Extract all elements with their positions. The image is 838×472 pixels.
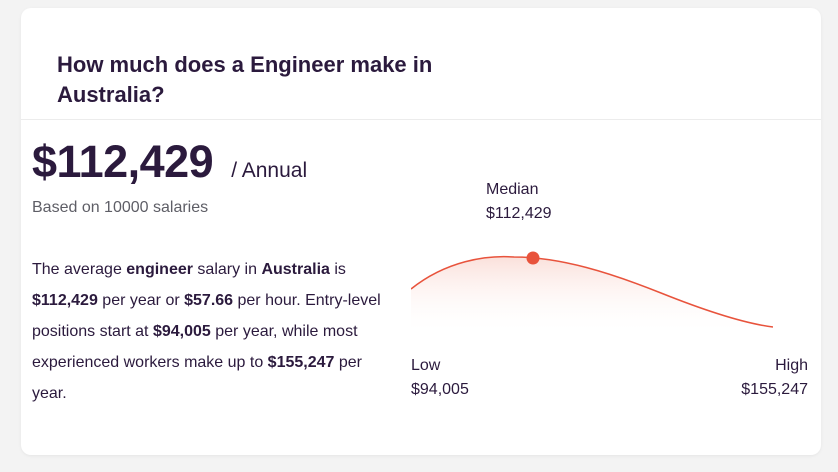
salary-amount: $112,429 [32,136,214,187]
median-value: $112,429 [486,205,552,222]
description-text: per year. [32,354,362,402]
hourly-salary: $57.66 [184,292,234,309]
salary-count-note: Based on 10000 salaries [32,199,209,216]
entry-level-salary: $94,005 [152,323,211,340]
salary-period: / Annual [231,159,308,182]
salary-summary: $112,429 / Annual [32,136,307,188]
low-value: $94,005 [411,381,469,398]
job-title: engineer [126,261,193,278]
description-text: is [329,261,346,278]
median-marker [526,251,540,265]
page-title: How much does a Engineer make in Austral… [57,52,433,107]
salary-card: How much does a Engineer make in Austral… [21,8,821,455]
experienced-salary: $155,247 [267,354,335,371]
card-header: How much does a Engineer make in Austral… [21,8,821,120]
curve-area [411,256,773,335]
description-text: salary in [192,261,262,278]
yearly-salary: $112,429 [32,292,98,309]
high-value: $155,247 [741,381,808,398]
median-label: Median [486,181,539,198]
low-label: Low [411,357,441,374]
description-text: The average [32,261,127,278]
location: Australia [261,261,330,278]
salary-description: The average engineer salary in Australia… [32,254,397,409]
description-text: per year or [97,292,185,309]
high-label: High [775,357,808,374]
description-text: per hour. Entry-level positions start at [32,292,381,340]
salary-distribution-curve [411,251,773,335]
curve-line [411,255,773,328]
description-text: per year, while most experienced workers… [32,323,358,371]
